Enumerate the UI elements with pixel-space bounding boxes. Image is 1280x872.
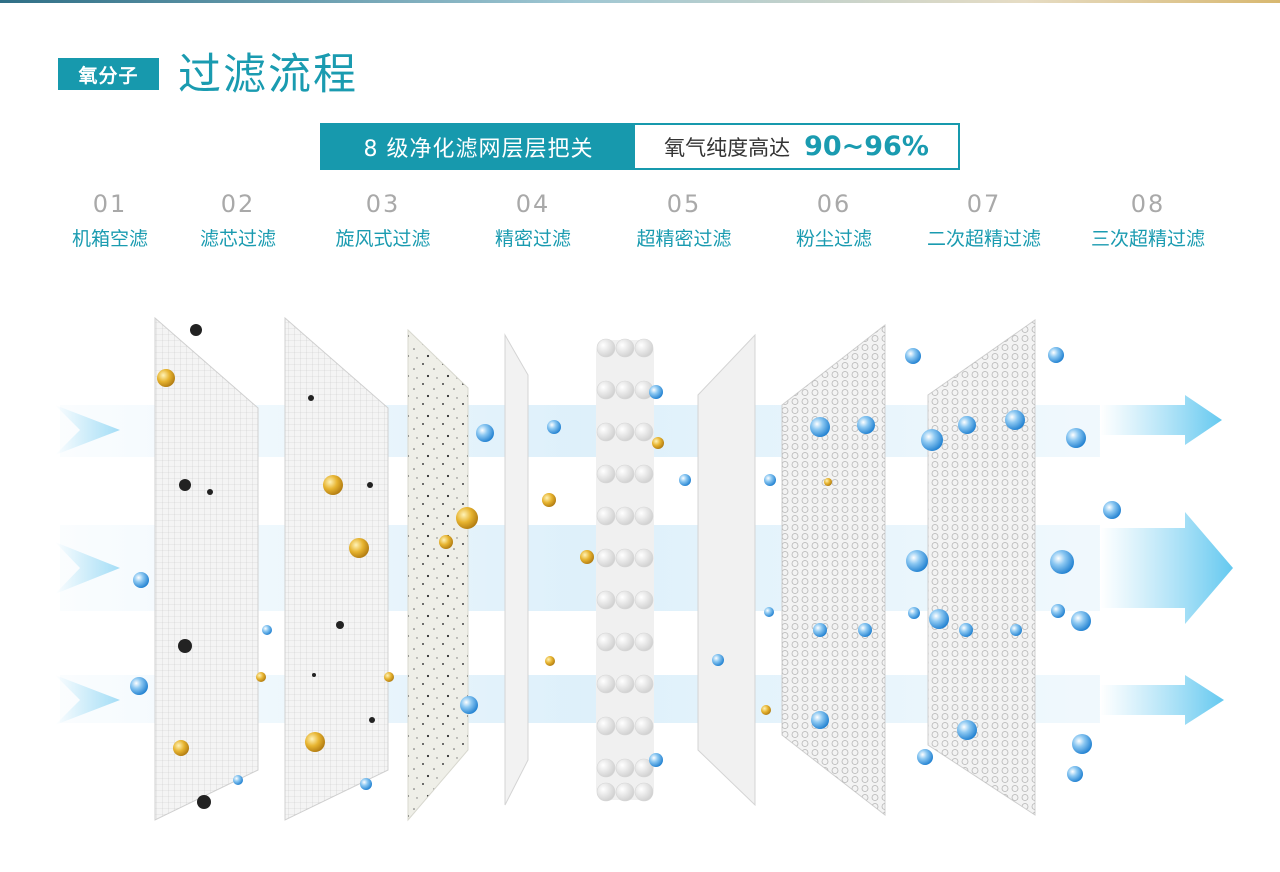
step-label: 精密过滤 [494,228,571,250]
step-01: 01 机箱空滤 [35,190,185,251]
info-banner: 8 级净化滤网层层把关 氧气纯度高达 90~96% [320,123,960,170]
step-number: 01 [92,190,128,218]
step-number: 04 [515,190,551,218]
step-label: 超精密过滤 [636,228,732,250]
banner-stage-count: 8 级净化滤网层层把关 [322,125,635,168]
step-number: 03 [365,190,401,218]
banner-purity: 氧气纯度高达 90~96% [635,125,958,168]
dust-particles [178,324,375,809]
step-label: 二次超精过滤 [926,228,1041,250]
category-tag: 氧分子 [58,58,159,90]
filter-panel-04 [504,333,529,806]
oxygen-droplets [130,347,1121,790]
filter-panel-08 [927,319,1036,816]
outlet-arrow-icon [1100,395,1233,725]
step-label: 机箱空滤 [71,228,148,250]
gold-particles [157,369,832,756]
step-label: 滤芯过滤 [199,228,276,250]
filter-panel-07 [781,323,886,817]
step-label: 粉尘过滤 [795,228,872,250]
step-number: 06 [816,190,852,218]
step-number: 08 [1130,190,1166,218]
step-08: 08 三次超精过滤 [1073,190,1223,251]
step-label: 旋风式过滤 [335,228,431,250]
molecular-sieve-column [596,338,654,802]
step-05: 05 超精密过滤 [609,190,759,251]
step-03: 03 旋风式过滤 [308,190,458,251]
filter-panel-03 [407,328,469,822]
filter-panel-01 [154,316,259,821]
step-06: 06 粉尘过滤 [759,190,909,251]
step-number: 05 [666,190,702,218]
filter-illustration [55,316,1233,822]
purity-label: 氧气纯度高达 [664,135,791,160]
inlet-arrow-icon [55,405,120,725]
step-number: 07 [966,190,1002,218]
purity-value: 90~96% [804,131,929,162]
filter-panel-06 [697,333,756,807]
top-accent-line [0,0,1280,3]
step-02: 02 滤芯过滤 [163,190,313,251]
page-title: 过滤流程 [178,50,358,100]
step-07: 07 二次超精过滤 [909,190,1059,251]
step-04: 04 精密过滤 [458,190,608,251]
filter-panel-02 [284,316,389,821]
step-label: 三次超精过滤 [1090,228,1205,250]
step-number: 02 [220,190,256,218]
filter-steps: 01 机箱空滤 02 滤芯过滤 03 旋风式过滤 04 精密过滤 05 超精密过… [0,190,1280,270]
